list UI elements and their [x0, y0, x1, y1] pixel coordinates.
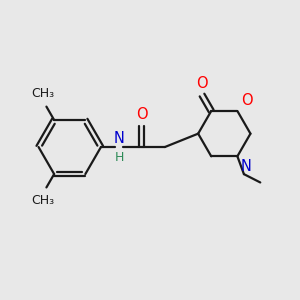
Text: CH₃: CH₃ [31, 87, 54, 100]
Text: CH₃: CH₃ [31, 194, 54, 207]
Text: N: N [241, 159, 252, 174]
Text: O: O [136, 107, 148, 122]
Text: O: O [196, 76, 208, 91]
Text: H: H [115, 151, 124, 164]
Text: N: N [114, 130, 125, 146]
Text: O: O [242, 93, 253, 108]
